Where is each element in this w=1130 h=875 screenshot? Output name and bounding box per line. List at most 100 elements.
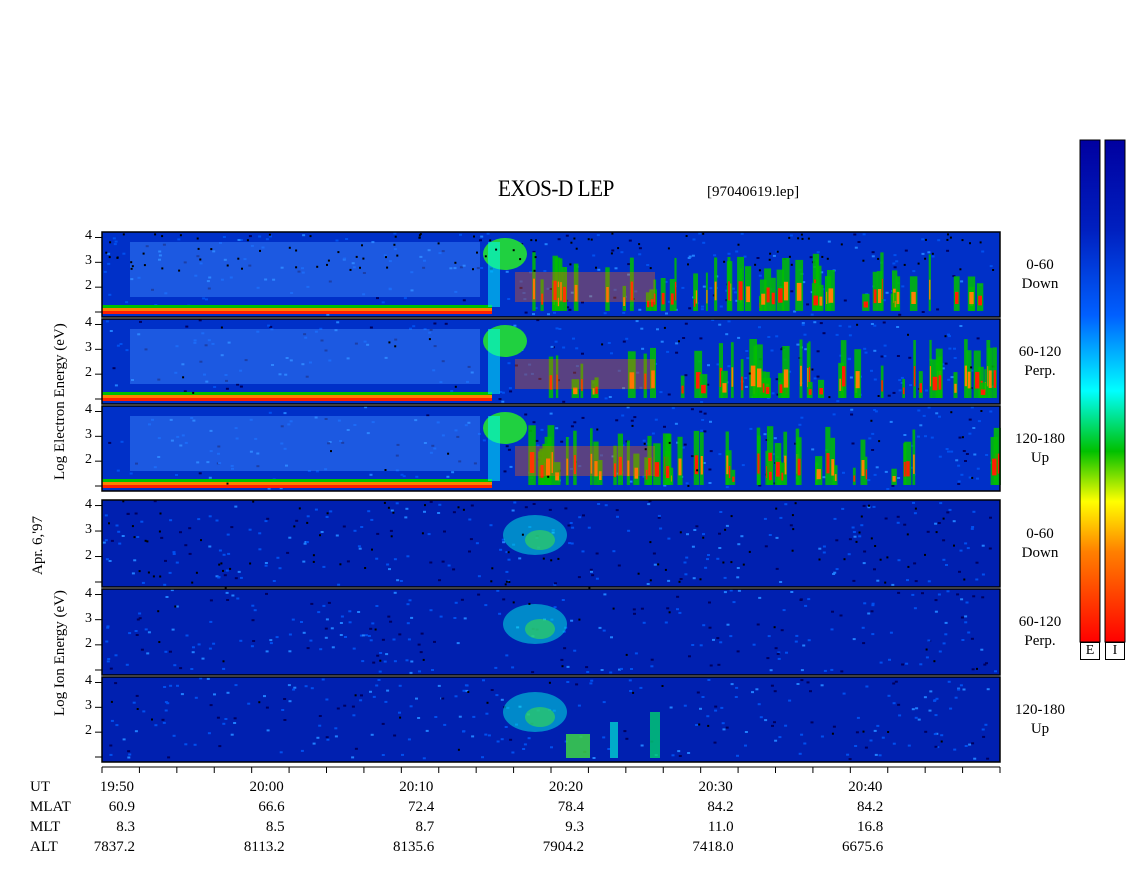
noise-pixel (280, 425, 284, 428)
noise-pixel (718, 323, 722, 326)
dropout-pixel (687, 263, 689, 266)
burst-red (865, 469, 867, 480)
dropout-pixel (702, 232, 705, 235)
noise-pixel (725, 333, 729, 336)
noise-pixel (389, 529, 393, 532)
noise-pixel (239, 385, 243, 388)
noise-pixel (169, 650, 172, 653)
noise-pixel (550, 746, 553, 749)
noise-pixel (667, 300, 671, 303)
noise-pixel (811, 448, 815, 451)
dropout-pixel (226, 482, 229, 485)
burst-red (629, 372, 635, 389)
noise-pixel (297, 270, 301, 273)
dropout-pixel (467, 691, 470, 693)
y-tick-label: 2 (85, 635, 92, 651)
burst-red (993, 370, 997, 388)
noise-pixel (234, 577, 238, 580)
noise-pixel (719, 305, 723, 308)
dropout-pixel (557, 557, 560, 560)
noise-pixel (320, 531, 324, 533)
noise-pixel (646, 264, 650, 266)
noise-pixel (233, 717, 237, 720)
noise-pixel (352, 647, 356, 650)
noise-pixel (553, 606, 557, 609)
dropout-pixel (222, 569, 224, 572)
panel-2 (95, 318, 1001, 405)
noise-pixel (458, 460, 462, 463)
noise-pixel (302, 560, 306, 563)
noise-pixel (120, 440, 124, 443)
noise-pixel (470, 371, 474, 374)
noise-pixel (736, 650, 740, 653)
burst-red (980, 389, 986, 395)
dropout-pixel (970, 366, 973, 369)
noise-pixel (470, 504, 474, 507)
noise-pixel (107, 658, 111, 660)
noise-pixel (367, 635, 371, 637)
noise-pixel (334, 735, 338, 738)
burst-red (581, 379, 583, 392)
noise-pixel (929, 690, 933, 693)
y-tick-label: 4 (85, 315, 92, 331)
noise-pixel (383, 660, 387, 663)
noise-pixel (449, 267, 453, 270)
noise-pixel (622, 387, 626, 390)
noise-pixel (126, 512, 130, 515)
noise-pixel (122, 738, 126, 741)
noise-pixel (900, 376, 904, 379)
noise-pixel (371, 622, 375, 625)
noise-pixel (108, 293, 112, 296)
burst-red (816, 469, 821, 480)
panel-frame (101, 405, 1001, 492)
burst-red (731, 367, 734, 387)
noise-pixel (842, 471, 845, 474)
noise-pixel (939, 502, 943, 505)
noise-pixel (325, 736, 329, 739)
noise-pixel (109, 667, 113, 670)
noise-pixel (708, 626, 712, 629)
noise-pixel (793, 310, 797, 313)
noise-pixel (613, 288, 617, 291)
noise-pixel (441, 250, 445, 253)
noise-pixel (835, 333, 839, 336)
dropout-pixel (142, 252, 145, 255)
noise-pixel (164, 559, 167, 562)
burst-red (728, 281, 730, 301)
noise-pixel (636, 371, 640, 374)
noise-pixel (936, 308, 940, 311)
noise-pixel (823, 669, 827, 672)
ion-cloud-core (525, 707, 555, 727)
dropout-pixel (131, 265, 134, 268)
noise-pixel (736, 576, 740, 579)
noise-pixel (839, 614, 843, 617)
dropout-pixel (661, 685, 664, 687)
noise-pixel (937, 239, 941, 242)
noise-pixel (640, 607, 644, 610)
dropout-pixel (349, 268, 352, 271)
noise-pixel (946, 249, 950, 252)
dropout-pixel (151, 718, 153, 721)
noise-pixel (326, 738, 330, 741)
dropout-pixel (337, 251, 340, 254)
dropout-pixel (625, 653, 628, 656)
dropout-pixel (643, 442, 646, 445)
noise-pixel (443, 723, 447, 726)
noise-pixel (239, 369, 243, 372)
figure-title: EXOS-D LEP (498, 176, 614, 201)
noise-pixel (887, 694, 891, 697)
noise-pixel (346, 357, 350, 360)
file-label: [97040619.lep] (707, 184, 800, 200)
dropout-pixel (924, 257, 927, 260)
noise-pixel (926, 530, 930, 533)
noise-pixel (611, 249, 615, 252)
noise-pixel (185, 325, 189, 328)
noise-pixel (507, 298, 511, 300)
dropout-pixel (457, 506, 460, 509)
dropout-pixel (906, 533, 909, 536)
noise-pixel (140, 520, 144, 523)
noise-pixel (272, 278, 276, 281)
noise-pixel (602, 629, 606, 632)
noise-pixel (830, 668, 834, 671)
dropout-pixel (394, 345, 397, 348)
